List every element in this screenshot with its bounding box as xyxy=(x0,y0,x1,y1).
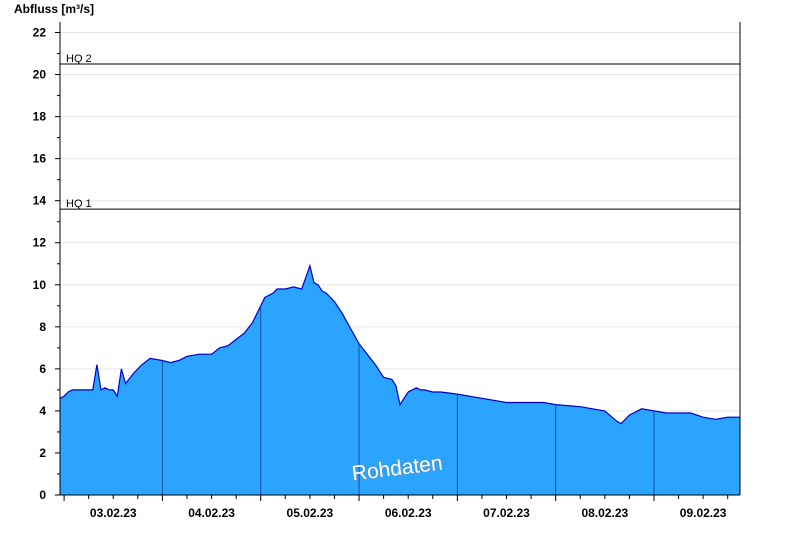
y-axis-title: Abfluss [m³/s] xyxy=(14,2,94,16)
y-axis-ticks: 0 2 4 6 8 10 12 14 16 18 20 22 xyxy=(33,26,60,502)
x-tick-label: 05.02.23 xyxy=(287,506,334,520)
y-tick-label: 20 xyxy=(33,68,47,82)
y-tick-label: 12 xyxy=(33,236,47,250)
x-tick-label: 07.02.23 xyxy=(483,506,530,520)
reference-line-label: HQ 1 xyxy=(66,198,92,210)
y-tick-label: 0 xyxy=(39,488,46,502)
y-tick-label: 18 xyxy=(33,110,47,124)
y-tick-label: 16 xyxy=(33,152,47,166)
y-tick-label: 14 xyxy=(33,194,47,208)
reference-line-label: HQ 2 xyxy=(66,53,92,65)
y-tick-label: 2 xyxy=(39,446,46,460)
discharge-line xyxy=(59,263,740,425)
y-tick-label: 6 xyxy=(39,362,46,376)
x-tick-label: 09.02.23 xyxy=(680,506,727,520)
x-tick-label: 06.02.23 xyxy=(385,506,432,520)
x-tick-label: 04.02.23 xyxy=(188,506,235,520)
x-tick-label: 03.02.23 xyxy=(90,506,137,520)
x-axis-ticks: 03.02.23 04.02.23 05.02.23 06.02.23 07.02.23… xyxy=(63,495,729,520)
discharge-area-fill xyxy=(60,265,740,495)
x-tick-label: 08.02.23 xyxy=(581,506,628,520)
y-tick-label: 8 xyxy=(39,320,46,334)
axes xyxy=(59,22,741,496)
y-tick-label: 4 xyxy=(39,404,46,418)
discharge-area xyxy=(59,263,740,495)
day-separators xyxy=(161,305,655,495)
y-tick-label: 10 xyxy=(33,278,47,292)
y-tick-label: 22 xyxy=(33,26,47,40)
reference-lines: HQ 2 HQ 1 xyxy=(60,53,740,210)
